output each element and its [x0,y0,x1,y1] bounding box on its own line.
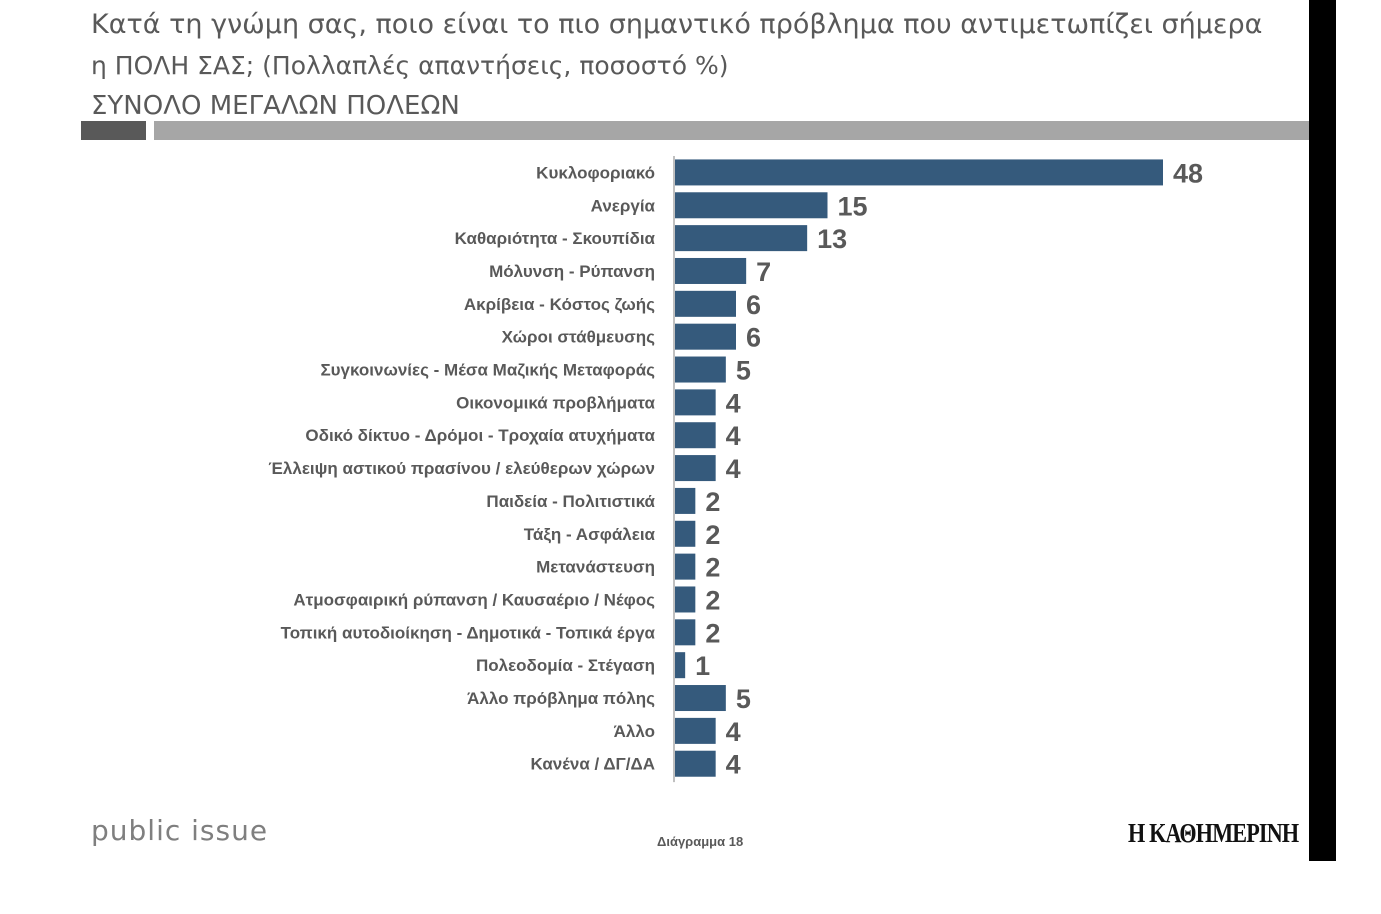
category-label: Οικονομικά προβλήματα [456,393,655,412]
bar [675,619,696,646]
value-label: 4 [726,717,741,747]
category-label: Ανεργία [591,196,656,215]
bar [675,225,808,252]
value-label: 5 [736,356,751,386]
value-label: 1 [695,651,710,681]
value-label: 4 [726,388,741,418]
value-label: 6 [746,323,761,353]
bar [675,389,716,416]
category-label: Παιδεία - Πολιτιστικά [486,492,655,511]
bar [675,192,828,219]
category-label: Άλλο [614,722,655,741]
value-label: 6 [746,290,761,320]
publisher-logo: Η ΚΑΘΗΜΕΡΙΝΗ [1128,818,1299,849]
bar [675,356,726,383]
title-line-2: η ΠΟΛΗ ΣΑΣ; (Πολλαπλές απαντήσεις, ποσοσ… [91,51,729,80]
bar [675,422,716,449]
value-label: 13 [817,224,847,254]
bar [675,487,696,514]
header-divider-light [154,121,1309,140]
value-label: 4 [726,421,741,451]
bar [675,750,716,777]
category-label: Πολεοδομία - Στέγαση [476,656,655,675]
bar [675,652,686,679]
right-edge-band [1309,0,1336,861]
value-label: 2 [705,585,720,615]
value-label: 2 [705,487,720,517]
category-label: Καθαριότητα - Σκουπίδια [455,229,656,248]
bar [675,455,716,482]
chart-title: Κατά τη γνώμη σας, ποιο είναι το πιο σημ… [91,4,1306,127]
category-label: Έλλειψη αστικού πρασίνου / ελεύθερων χώρ… [268,459,655,478]
category-label: Ακρίβεια - Κόστος ζωής [464,295,655,314]
category-label: Οδικό δίκτυο - Δρόμοι - Τροχαία ατυχήματ… [305,426,655,445]
category-label: Κυκλοφοριακό [536,163,655,182]
category-label: Τοπική αυτοδιοίκηση - Δημοτικά - Τοπικά … [281,623,656,642]
category-label: Τάξη - Ασφάλεια [524,525,656,544]
value-label: 7 [756,257,771,287]
chart-subtitle: ΣΥΝΟΛΟ ΜΕΓΑΛΩΝ ΠΟΛΕΩΝ [91,91,460,121]
bar [675,159,1163,186]
bar [675,290,736,317]
category-label: Μετανάστευση [536,558,655,577]
category-label: Άλλο πρόβλημα πόλης [467,689,655,708]
bar [675,685,726,712]
category-label: Χώροι στάθμευσης [502,328,656,347]
publisher-logo-text: Η ΚΑΘΗΜΕΡΙΝΗ [1128,818,1299,848]
bar [675,257,747,284]
bar [675,520,696,547]
bar [675,717,716,744]
title-line-1: Κατά τη γνώμη σας, ποιο είναι το πιο σημ… [91,9,1263,40]
diagram-number: Διάγραμμα 18 [657,834,744,849]
value-label: 2 [705,520,720,550]
bar [675,586,696,613]
category-label: Ατμοσφαιρική ρύπανση / Καυσαέριο / Νέφος [293,590,655,609]
category-label: Κανένα / ΔΓ/ΔΑ [530,755,655,774]
source-logo: public issue [91,814,269,847]
value-label: 15 [838,191,868,221]
value-label: 2 [705,553,720,583]
header-divider-dark [81,121,146,140]
category-label: Συγκοινωνίες - Μέσα Μαζικής Μεταφοράς [320,361,655,380]
category-label: Μόλυνση - Ρύπανση [489,262,655,281]
value-label: 4 [726,454,741,484]
value-label: 2 [705,618,720,648]
value-label: 5 [736,684,751,714]
value-label: 48 [1173,158,1203,188]
value-label: 4 [726,750,741,780]
bar [675,323,736,350]
bar [675,553,696,580]
